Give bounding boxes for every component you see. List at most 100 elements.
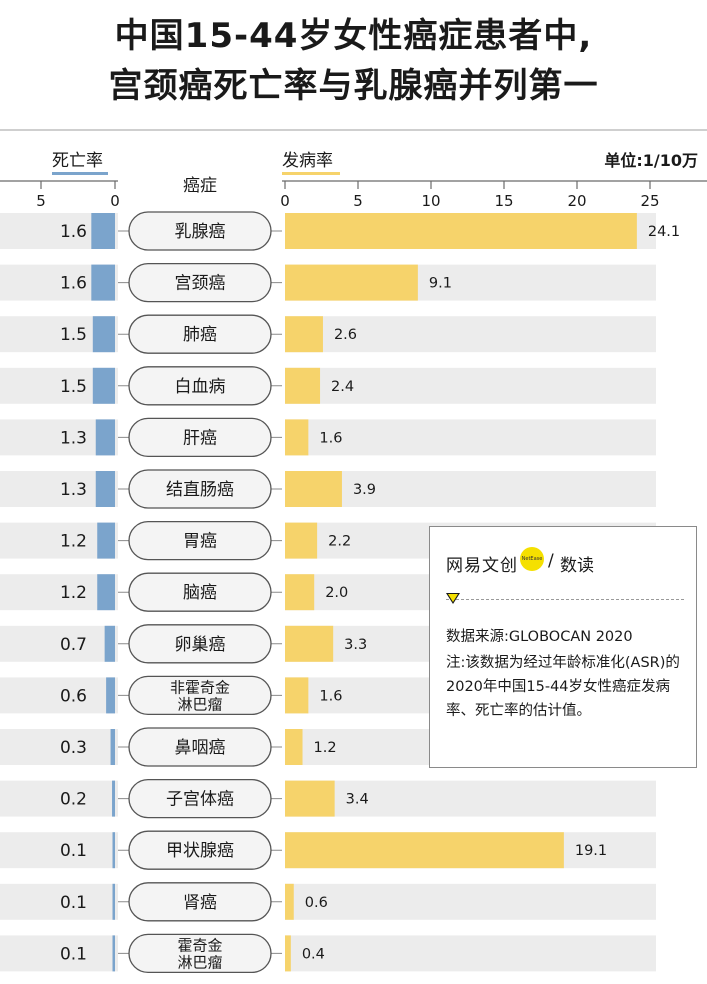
category-pill	[128, 624, 272, 664]
category-label-line-2: 淋巴瘤	[177, 953, 222, 971]
row-background-right	[285, 780, 656, 817]
death-bar	[92, 367, 115, 404]
death-value-label: 0.6	[60, 686, 87, 706]
death-bar	[97, 522, 115, 559]
death-value-label: 0.1	[60, 944, 87, 964]
category-pill	[128, 262, 272, 303]
death-axis-tick-label: 0	[110, 192, 120, 210]
row-background-right	[285, 419, 656, 456]
row-background-left	[0, 883, 118, 920]
death-value-label: 1.2	[60, 532, 87, 552]
incidence-bar	[285, 780, 335, 817]
triangle-marker-fill-icon	[448, 594, 458, 602]
incidence-legend-label: 发病率	[282, 151, 333, 171]
incidence-value-label: 2.0	[325, 585, 348, 601]
incidence-value-label: 1.2	[314, 740, 337, 756]
category-label: 乳腺癌	[175, 222, 226, 242]
category-label: 肺癌	[183, 325, 217, 345]
death-value-label: 1.5	[60, 377, 87, 397]
category-label: 白血病	[175, 377, 226, 397]
death-bar	[97, 574, 115, 611]
death-value-label: 1.3	[60, 428, 87, 448]
incidence-bar	[285, 625, 334, 662]
incidence-bar	[285, 264, 418, 301]
death-bar	[104, 625, 115, 662]
incidence-axis-tick-label: 25	[640, 192, 659, 210]
death-value-label: 0.2	[60, 790, 87, 810]
category-label: 宫颈癌	[175, 274, 226, 294]
death-bar	[95, 419, 115, 456]
death-value-label: 1.3	[60, 480, 87, 500]
death-bar	[91, 264, 115, 301]
category-pill	[128, 572, 272, 612]
incidence-value-label: 3.4	[346, 792, 369, 808]
category-label: 结直肠癌	[166, 480, 234, 500]
incidence-axis-tick-label: 20	[567, 192, 586, 210]
death-value-label: 0.7	[60, 635, 87, 655]
death-bar	[95, 471, 115, 507]
death-bar	[112, 883, 115, 920]
row-background-right	[285, 935, 656, 972]
category-label: 肝癌	[183, 428, 217, 448]
death-value-label: 0.1	[60, 841, 87, 861]
category-pill	[128, 727, 272, 767]
chart-title-line-1: 中国15-44岁女性癌症患者中,	[114, 16, 593, 56]
row-background-left	[0, 677, 118, 714]
chart-title-line-2: 宫颈癌死亡率与乳腺癌并列第一	[108, 66, 599, 106]
category-label: 卵巢癌	[175, 635, 226, 655]
incidence-axis-tick-label: 15	[494, 192, 513, 210]
category-pill	[128, 417, 272, 458]
incidence-bar	[285, 316, 323, 353]
row-background-left	[0, 625, 118, 662]
note-dashed-divider	[446, 599, 684, 600]
brand-logo-text: 网易文创	[446, 556, 518, 576]
row-background-left	[0, 780, 118, 817]
row-background-right	[285, 316, 656, 353]
incidence-bar	[285, 419, 309, 456]
incidence-value-label: 3.9	[353, 482, 376, 498]
unit-label: 单位:1/10万	[604, 151, 698, 170]
category-pill	[128, 675, 272, 716]
incidence-value-label: 1.6	[319, 430, 342, 446]
category-pill	[128, 778, 272, 819]
death-value-label: 1.2	[60, 583, 87, 603]
death-bar	[112, 832, 115, 869]
title-divider	[0, 129, 707, 131]
incidence-bar	[285, 883, 294, 920]
category-pill	[128, 366, 272, 406]
brand-logo-subtext: 数读	[560, 556, 594, 576]
category-pill	[128, 314, 272, 354]
death-bar	[110, 729, 115, 765]
death-bar	[112, 780, 115, 817]
category-pill	[128, 830, 272, 870]
death-legend-label: 死亡率	[52, 151, 103, 171]
incidence-axis-tick-label: 10	[421, 192, 440, 210]
category-label-line-2: 淋巴瘤	[177, 695, 222, 713]
incidence-axis-tick-label: 5	[353, 192, 363, 210]
incidence-bar	[285, 729, 303, 765]
incidence-axis-tick-label: 0	[280, 192, 290, 210]
category-label: 肾癌	[183, 893, 217, 913]
death-value-label: 1.6	[60, 222, 87, 242]
row-background-left	[0, 935, 118, 972]
category-header: 癌症	[183, 176, 217, 196]
category-label: 胃癌	[183, 532, 217, 552]
death-bar	[91, 213, 115, 249]
death-bar	[106, 677, 115, 714]
incidence-value-label: 0.4	[302, 946, 325, 962]
incidence-value-label: 3.3	[344, 637, 367, 653]
category-label: 甲状腺癌	[166, 841, 234, 861]
incidence-bar	[285, 935, 291, 972]
incidence-legend-underline	[282, 172, 340, 175]
death-value-label: 1.5	[60, 325, 87, 345]
row-background-left	[0, 729, 118, 765]
row-background-right	[285, 471, 656, 507]
incidence-bar	[285, 471, 342, 507]
death-value-label: 1.6	[60, 274, 87, 294]
category-pill	[128, 469, 272, 509]
death-bar	[92, 316, 115, 353]
row-background-right	[285, 883, 656, 920]
incidence-value-label: 0.6	[305, 895, 328, 911]
incidence-bar	[285, 574, 315, 611]
